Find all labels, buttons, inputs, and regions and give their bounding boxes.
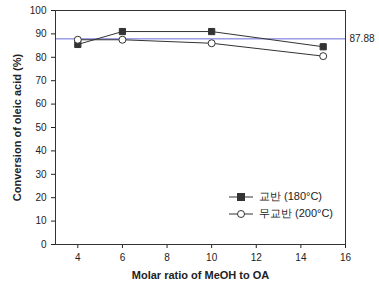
svg-text:4: 4 [75,252,81,263]
svg-text:87.88: 87.88 [350,33,375,44]
svg-text:30: 30 [35,169,47,180]
svg-text:16: 16 [340,252,352,263]
html-text:무교반 (200°C): 무교반 (200°C) [258,207,333,219]
svg-text:40: 40 [35,145,47,156]
svg-text:Conversion of oleic acid (%): Conversion of oleic acid (%) [11,54,23,202]
svg-text:60: 60 [35,98,47,109]
svg-text:70: 70 [35,75,47,86]
svg-text:6: 6 [120,252,126,263]
svg-text:8: 8 [164,252,170,263]
svg-text:14: 14 [295,252,307,263]
svg-text:80: 80 [35,52,47,63]
svg-text:12: 12 [251,252,263,263]
svg-text:0: 0 [41,239,47,250]
svg-text:10: 10 [206,252,218,263]
svg-text:90: 90 [35,28,47,39]
svg-text:50: 50 [35,122,47,133]
html-text:교반 (180°C): 교반 (180°C) [258,190,322,202]
svg-text:20: 20 [35,192,47,203]
svg-text:Molar ratio of MeOH to OA: Molar ratio of MeOH to OA [132,269,270,281]
svg-text:100: 100 [30,5,47,16]
svg-text:10: 10 [35,215,47,226]
